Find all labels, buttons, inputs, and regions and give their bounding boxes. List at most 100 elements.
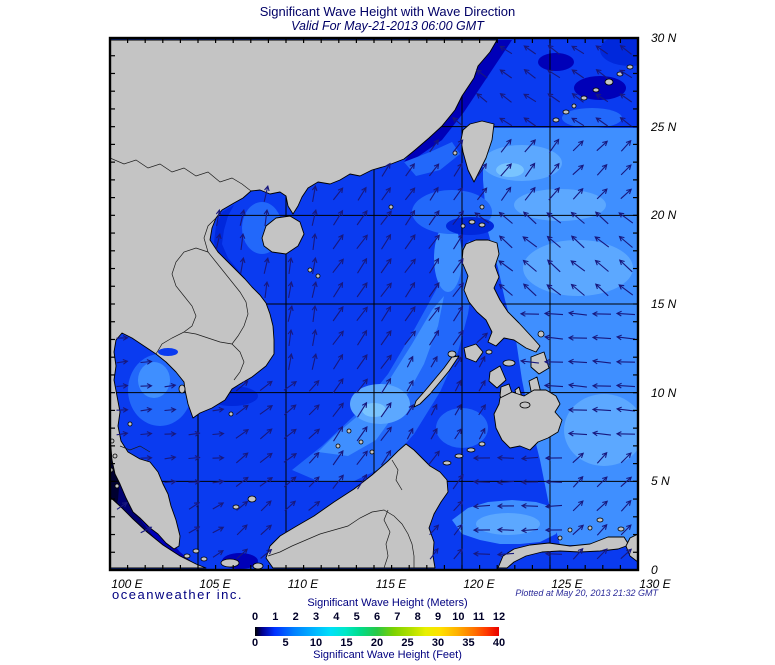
wave-direction-arrow	[619, 69, 633, 79]
wave-direction-arrow	[454, 428, 462, 440]
wave-direction-arrow	[259, 428, 273, 440]
valid-time-subtitle: Valid For May-21-2013 06:00 GMT	[291, 19, 484, 33]
wave-direction-arrow	[453, 233, 464, 250]
wave-direction-arrow	[404, 234, 416, 250]
wave-direction-arrow	[357, 473, 368, 490]
wave-direction-arrow	[615, 310, 636, 317]
wave-direction-arrow	[140, 455, 153, 461]
small-island	[220, 558, 240, 568]
small-island	[442, 460, 452, 466]
meters-tick-2: 2	[292, 611, 299, 623]
lake	[158, 348, 178, 356]
wave-direction-arrow	[259, 380, 273, 392]
wave-direction-arrow	[429, 547, 439, 560]
wave-height-region	[434, 224, 462, 292]
wave-direction-arrow	[116, 407, 129, 413]
wave-direction-arrow	[591, 311, 612, 317]
wave-direction-arrow	[283, 404, 297, 416]
wave-direction-arrow	[567, 430, 588, 437]
wave-direction-arrow	[452, 139, 464, 153]
wave-direction-arrow	[572, 500, 584, 512]
wave-direction-arrow	[404, 306, 416, 322]
small-island	[252, 562, 264, 570]
wave-direction-arrow	[380, 402, 392, 418]
wave-direction-arrow	[357, 401, 368, 418]
meters-tick-4: 4	[333, 611, 340, 623]
wave-direction-arrow	[547, 69, 561, 79]
wave-direction-arrow	[356, 234, 368, 250]
wave-direction-arrow	[596, 500, 609, 512]
wave-direction-arrow	[570, 211, 585, 224]
wave-direction-arrow	[406, 404, 414, 416]
wave-direction-arrow	[620, 139, 632, 152]
wave-direction-arrow	[429, 524, 440, 536]
wave-direction-arrow	[524, 139, 536, 153]
wave-direction-arrow	[591, 430, 611, 437]
wave-direction-arrow	[164, 382, 177, 389]
wave-direction-arrow	[236, 548, 249, 560]
wave-direction-arrow	[188, 479, 201, 485]
landmass-sumatra	[110, 496, 207, 569]
wave-direction-arrow	[452, 282, 464, 298]
wave-direction-arrow	[406, 355, 414, 368]
landmass-mindanao	[493, 389, 563, 451]
wave-direction-arrow	[570, 260, 586, 272]
wave-direction-arrow	[476, 332, 489, 344]
wave-direction-arrow	[520, 527, 539, 534]
country-border	[203, 217, 249, 345]
wave-direction-arrow	[283, 476, 297, 488]
landmass-mindoro	[463, 343, 484, 363]
wave-direction-arrow	[454, 379, 462, 392]
small-island	[307, 267, 313, 273]
wave-direction-arrow	[620, 164, 632, 176]
wave-direction-arrow	[428, 450, 440, 466]
wave-direction-arrow	[522, 259, 537, 272]
oceanweather-logo-text: oceanweather inc.	[112, 587, 244, 602]
wave-direction-arrow	[498, 260, 514, 272]
wave-direction-arrow	[429, 186, 439, 201]
wave-height-region	[404, 142, 460, 176]
landmass-borneo	[265, 443, 449, 569]
wave-direction-arrow	[596, 451, 608, 464]
wave-direction-arrow	[428, 210, 440, 226]
small-island	[562, 109, 570, 115]
feet-tick-40: 40	[492, 637, 506, 649]
wave-direction-arrow	[546, 259, 561, 273]
small-island	[315, 273, 321, 279]
wave-direction-arrow	[406, 427, 414, 440]
wave-direction-arrow	[546, 212, 562, 224]
small-island	[127, 421, 133, 427]
wave-direction-arrow	[548, 187, 560, 201]
wave-direction-arrow	[498, 283, 513, 296]
wave-direction-arrow	[452, 117, 464, 127]
wave-direction-arrow	[311, 353, 318, 370]
wave-direction-arrow	[519, 311, 540, 317]
small-island	[369, 449, 375, 455]
wave-direction-arrow	[595, 45, 609, 55]
wave-direction-arrow	[543, 334, 563, 341]
small-island	[454, 453, 464, 459]
small-island	[200, 556, 208, 562]
wave-direction-arrow	[260, 500, 272, 512]
wave-direction-arrow	[287, 328, 294, 346]
small-island	[617, 526, 625, 532]
wave-direction-arrow	[596, 476, 608, 488]
small-island	[335, 443, 341, 449]
wave-direction-arrow	[620, 524, 632, 536]
small-island	[468, 219, 476, 225]
wave-direction-arrow	[239, 232, 246, 250]
wave-height-region	[318, 296, 444, 456]
wave-direction-arrow	[522, 211, 537, 225]
wave-direction-arrow	[164, 454, 177, 461]
wave-direction-arrow	[596, 163, 608, 176]
wave-direction-arrow	[140, 359, 153, 365]
wave-direction-arrow	[619, 44, 632, 55]
feet-tick-30: 30	[431, 637, 445, 649]
landmass-samar	[530, 351, 550, 375]
wave-direction-arrow	[595, 117, 609, 127]
wave-direction-arrow	[572, 547, 584, 560]
wave-direction-arrow	[498, 235, 513, 249]
meters-tick-10: 10	[452, 611, 465, 623]
meters-tick-8: 8	[414, 611, 421, 623]
